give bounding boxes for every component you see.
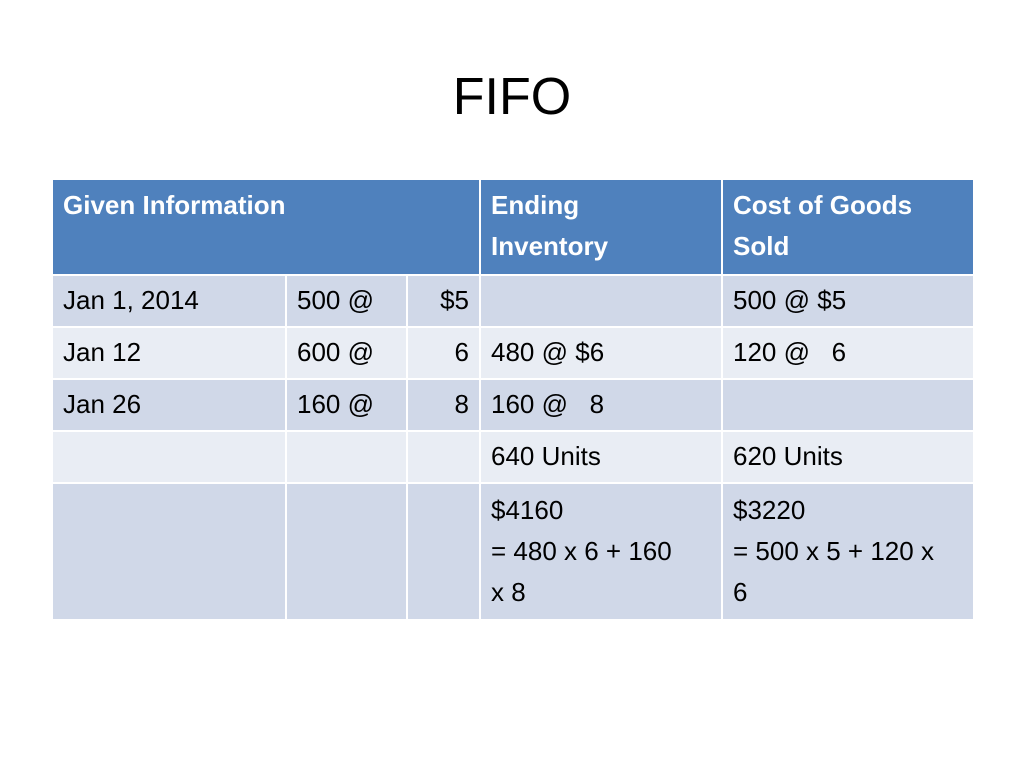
quantity-cell [285, 430, 408, 484]
ending-inventory-total-cell: $4160 = 480 x 6 + 160 x 8 [479, 482, 724, 621]
table-row: Jan 1, 2014 500 @ $5 500 @ $5 [51, 274, 976, 328]
cogs-cell [721, 378, 976, 432]
price-cell [405, 482, 482, 621]
header-cogs-line: Sold [733, 231, 790, 261]
cogs-units-cell: 620 Units [721, 430, 976, 484]
date-cell [51, 430, 287, 484]
ending-total-formula: x 8 [491, 577, 526, 607]
price-cell [405, 430, 482, 484]
cogs-total-cell: $3220 = 500 x 5 + 120 x 6 [721, 482, 976, 621]
ending-inventory-cell: 480 @ $6 [479, 326, 724, 380]
cogs-total-formula: = 500 x 5 + 120 x [733, 536, 934, 566]
header-cogs-line: Cost of Goods [733, 190, 913, 220]
header-ending-inventory: Ending Inventory [479, 178, 724, 276]
ending-total-value: $4160 [491, 495, 564, 525]
date-cell: Jan 12 [51, 326, 287, 380]
quantity-cell: 600 @ [285, 326, 408, 380]
ending-inventory-units-cell: 640 Units [479, 430, 724, 484]
table-row: 640 Units 620 Units [51, 430, 976, 484]
ending-inventory-cell [479, 274, 724, 328]
quantity-cell: 160 @ [285, 378, 408, 432]
cogs-total-value: $3220 [733, 495, 806, 525]
table-row: Jan 12 600 @ 6 480 @ $6 120 @ 6 [51, 326, 976, 380]
cogs-cell: 120 @ 6 [721, 326, 976, 380]
header-cost-of-goods-sold: Cost of Goods Sold [721, 178, 976, 276]
totals-row: $4160 = 480 x 6 + 160 x 8 $3220 = 500 x … [51, 482, 976, 621]
cogs-total-formula: 6 [733, 577, 748, 607]
header-row: Given Information Ending Inventory Cost … [50, 178, 976, 276]
price-cell: $5 [405, 274, 482, 328]
header-ending-line: Inventory [491, 231, 609, 261]
price-cell: 8 [405, 378, 482, 432]
ending-total-formula: = 480 x 6 + 160 [491, 536, 672, 566]
quantity-cell [285, 482, 408, 621]
quantity-cell: 500 @ [285, 274, 408, 328]
table-row: Jan 26 160 @ 8 160 @ 8 [51, 378, 976, 432]
slide-title: FIFO [452, 68, 572, 126]
date-cell [51, 482, 287, 621]
price-cell: 6 [405, 326, 482, 380]
header-given-information: Given Information [50, 178, 482, 276]
fifo-table: Given Information Ending Inventory Cost … [50, 178, 976, 621]
cogs-cell: 500 @ $5 [721, 274, 976, 328]
date-cell: Jan 1, 2014 [51, 274, 287, 328]
date-cell: Jan 26 [51, 378, 287, 432]
header-ending-line: Ending [491, 190, 580, 220]
ending-inventory-cell: 160 @ 8 [479, 378, 724, 432]
